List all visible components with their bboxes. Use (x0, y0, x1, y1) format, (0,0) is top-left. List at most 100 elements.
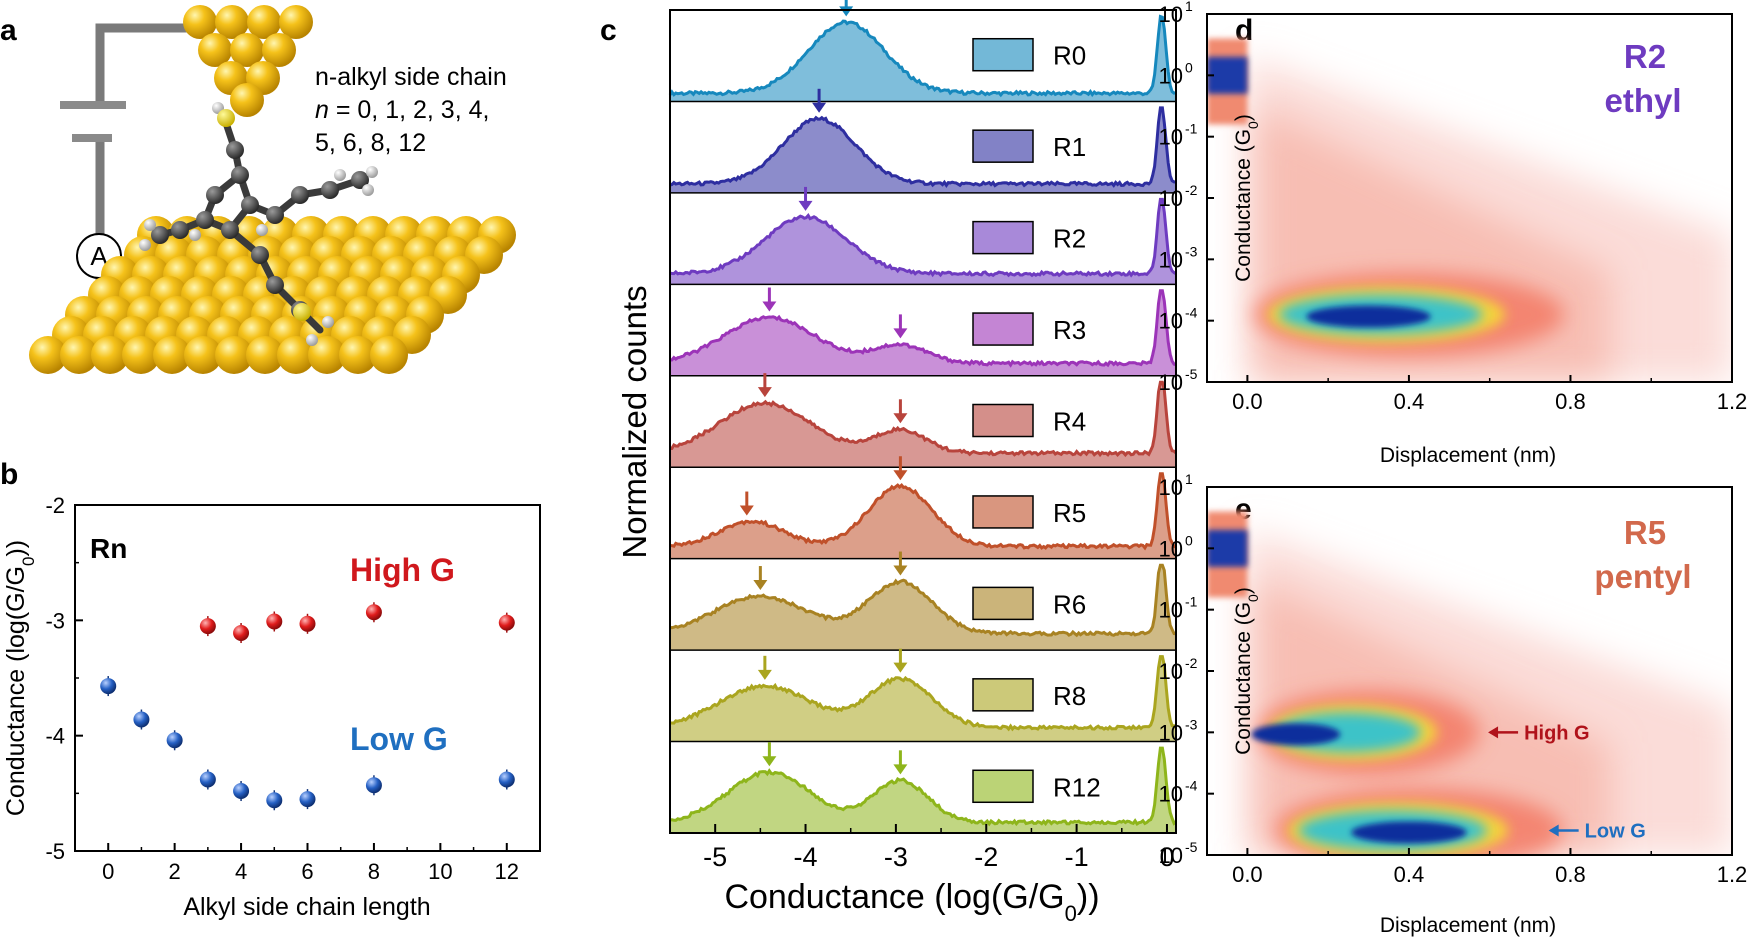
histogram-R12: R12 (669, 742, 1177, 834)
hydrogen-atom (139, 239, 151, 251)
high-g-point (365, 604, 382, 621)
gold-substrate (29, 216, 516, 374)
legend-swatch-R5 (972, 495, 1034, 529)
c-xtick-label: -2 (974, 842, 998, 872)
gold-atom (246, 336, 284, 374)
annotation-arrow-head (1488, 726, 1499, 739)
b-ytick-label: -4 (45, 724, 65, 749)
heat-xtick-label: 0.8 (1555, 389, 1586, 414)
gold-atom (198, 33, 232, 67)
heat-ytick-label: 10 (1159, 63, 1183, 88)
ammeter-label: A (90, 241, 108, 271)
carbon-atom (206, 186, 224, 204)
heat-xtick-label: 1.2 (1717, 389, 1748, 414)
panel-d-xlabel: Displacement (nm) (1380, 444, 1556, 467)
c-xtick-label: -3 (884, 842, 908, 872)
gold-atom (262, 33, 296, 67)
panel-e-annotations: High G Low G (1488, 722, 1646, 842)
heat-ytick-label: 10 (1159, 782, 1183, 807)
annotation-label: High G (1524, 722, 1590, 744)
heat-xtick-label: 0.4 (1394, 862, 1425, 887)
legend-label-R12: R12 (1053, 772, 1101, 802)
peak-arrow-head-R12 (762, 756, 777, 767)
heat-ytick-exponent: 1 (1185, 471, 1193, 487)
heat-ytick-exponent: -3 (1185, 716, 1198, 732)
panel-d-title-line1: R2 (1624, 38, 1666, 75)
histogram-R8: R8 (670, 648, 1178, 743)
gold-atom (184, 336, 222, 374)
carbon-atom (266, 206, 284, 224)
gold-atom (279, 5, 313, 39)
panel-d-heatmap (1207, 38, 1732, 382)
histogram-fill-R4 (670, 382, 1176, 468)
heat-ytick-exponent: -4 (1185, 305, 1198, 321)
panel-e-xlabel: Displacement (nm) (1380, 914, 1556, 937)
gold-atom (29, 336, 67, 374)
peak-arrow-head-R6 (893, 565, 908, 576)
heat-ytick-label: 10 (1159, 370, 1183, 395)
panel-e-title-line1: R5 (1624, 514, 1666, 551)
peak-arrow-head-R3 (893, 328, 908, 339)
peak-arrow-head-R3 (762, 301, 777, 312)
b-ytick-label: -5 (45, 839, 65, 864)
carbon-atom (221, 221, 239, 239)
low-g-point (498, 771, 515, 788)
gold-atom (183, 5, 217, 39)
panel-b-chart: b 0 2 4 6 8 10 12 -2 -3 -4 -5 Rn High G Low G Alky… (0, 458, 541, 921)
sulfur-atom (293, 303, 311, 321)
heat-ytick-label: 10 (1159, 125, 1183, 150)
schematic-values-line2: 5, 6, 8, 12 (315, 129, 426, 157)
carbon-atom (291, 186, 309, 204)
panel-c-axes: -5 -4 -3 -2 -1 0 (669, 824, 1174, 872)
panel-b-xlabel: Alkyl side chain length (183, 893, 430, 921)
histogram-line-R1 (669, 106, 1177, 188)
panel-d-ylabel: Conductance (G0) (1232, 114, 1261, 282)
histogram-line-R4 (669, 380, 1178, 458)
heat-ytick-label: 10 (1159, 247, 1183, 272)
c-xtick-label: -4 (794, 842, 818, 872)
legend-label-R6: R6 (1053, 589, 1086, 619)
histogram-R4: R4 (669, 373, 1178, 468)
panel-d-title-line2: ethyl (1604, 82, 1681, 119)
heat-ytick-exponent: -4 (1185, 778, 1198, 794)
heat-ytick-exponent: -3 (1185, 243, 1198, 259)
heat-xtick-label: 0.0 (1232, 389, 1263, 414)
panel-c-histograms: R0 R1 R2 R3 R4 R5 R6 R8 R12 (668, 0, 1178, 834)
low-g-point (365, 777, 382, 794)
b-xtick-label: 4 (235, 859, 247, 884)
low-g-point (166, 732, 183, 749)
c-xtick-label: 0 (1159, 842, 1174, 872)
histogram-R5: R5 (670, 456, 1177, 560)
heat-ytick-label: 10 (1159, 2, 1183, 27)
heat-band-core (1251, 723, 1341, 746)
legend-label-R8: R8 (1053, 681, 1086, 711)
hydrogen-atom (366, 166, 378, 178)
heat-band-core (1351, 821, 1467, 844)
legend-label-R2: R2 (1053, 224, 1086, 254)
carbon-atom (321, 181, 339, 199)
histogram-line-R0 (668, 14, 1177, 98)
low-g-point (299, 791, 316, 808)
low-g-point (100, 678, 117, 695)
hydrogen-atom (256, 224, 268, 236)
histogram-R1: R1 (669, 88, 1177, 194)
histogram-fill-R6 (670, 565, 1176, 651)
heat-ytick-exponent: -1 (1185, 121, 1198, 137)
annotation-arrow-head (1548, 824, 1559, 837)
heat-ytick-label: 10 (1159, 475, 1183, 500)
peak-arrow-head-R0 (839, 6, 854, 17)
heat-xtick-label: 0.4 (1394, 389, 1425, 414)
battery-plate-long (60, 101, 126, 109)
histogram-fill-R3 (670, 290, 1176, 376)
panel-e-title-line2: pentyl (1594, 558, 1691, 595)
hydrogen-atom (322, 316, 334, 328)
gold-atom (215, 336, 253, 374)
heat-ytick-exponent: -2 (1185, 655, 1198, 671)
peak-arrow-head-R2 (798, 200, 813, 211)
peak-arrow-head-R6 (753, 580, 768, 591)
high-g-point (498, 614, 515, 631)
carbon-atom (151, 226, 169, 244)
